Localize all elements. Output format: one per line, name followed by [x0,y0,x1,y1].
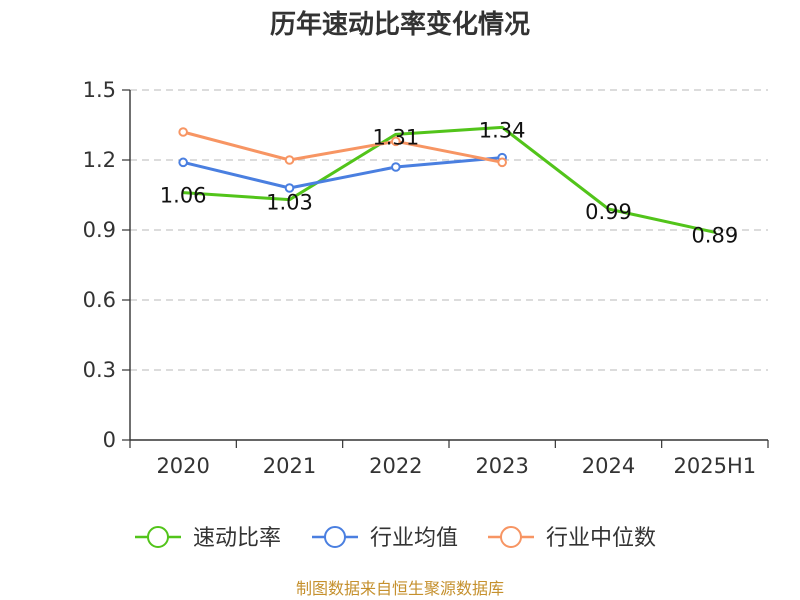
x-tick-label: 2020 [156,454,209,478]
y-tick-label: 1.2 [83,148,116,172]
legend-marker [147,526,169,548]
y-tick-label: 0 [103,428,116,452]
grid-lines [130,89,768,371]
legend-label: 速动比率 [193,526,281,551]
x-tick-label: 2025H1 [674,454,757,478]
data-label: 1.03 [266,191,313,215]
series-line-2 [181,156,504,190]
legend-marker [500,526,522,548]
source-note: 制图数据来自恒生聚源数据库 [296,579,504,598]
y-tick-label: 0.9 [83,218,116,242]
x-tick-label: 2021 [263,454,316,478]
legend: 速动比率 行业均值 行业中位数 [135,526,656,551]
data-point [391,162,401,172]
y-tick-label: 0.6 [83,288,116,312]
data-label: 1.31 [372,125,419,149]
data-label: 1.34 [479,118,526,142]
x-tick-label: 2023 [475,454,528,478]
legend-label: 行业均值 [370,526,458,551]
data-label: 0.99 [585,200,632,224]
x-tick-label: 2022 [369,454,422,478]
data-label: 1.06 [160,184,207,208]
series-line-3 [181,130,504,164]
series-lines [178,125,717,234]
axes: 0 0.3 0.6 0.9 1.2 1.5 2020 2021 2022 2023 2024 2025… [83,78,769,478]
data-label: 0.89 [691,223,738,247]
data-point [497,157,507,168]
legend-label: 行业中位数 [546,526,656,551]
data-point [284,183,295,193]
data-point [284,155,295,165]
legend-marker [324,526,346,548]
chart-title: 历年速动比率变化情况 [270,9,530,40]
x-tick-label: 2024 [582,454,635,478]
data-labels: 1.06 1.03 1.31 1.34 0.99 0.89 [160,118,738,247]
y-tick-label: 1.5 [83,78,116,102]
data-point [178,127,188,137]
series-line-1 [181,125,717,234]
y-tick-label: 0.3 [83,358,116,382]
data-point [391,136,401,147]
data-point [178,157,188,168]
